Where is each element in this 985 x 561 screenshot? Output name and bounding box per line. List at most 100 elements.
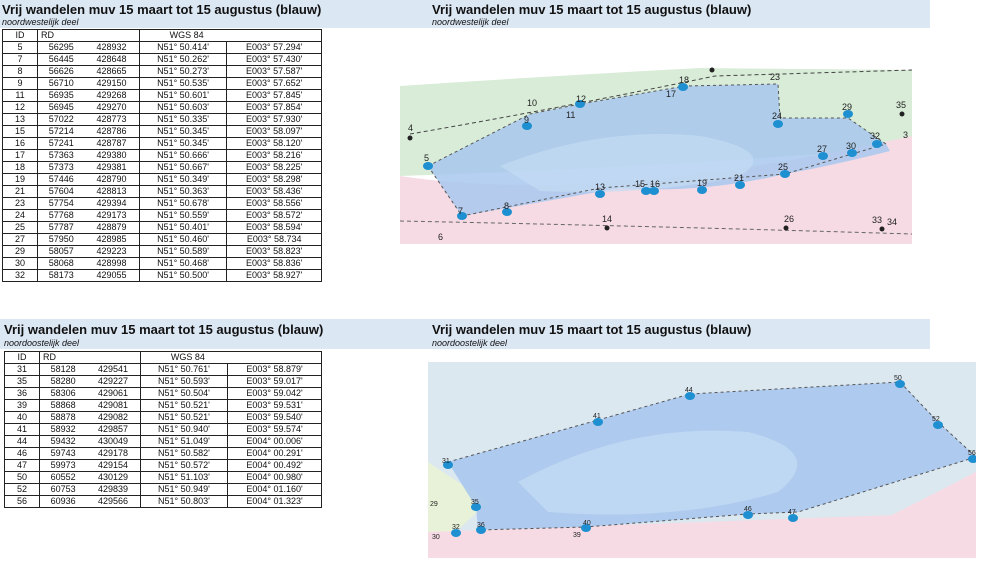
cell-rd-x: 57373 (36, 161, 85, 174)
cell-wgs-lon: E003° 59.017' (227, 375, 322, 388)
svg-text:4: 4 (408, 123, 413, 133)
cell-wgs-lat: N51° 51.049' (139, 435, 229, 448)
cell-id: 18 (2, 161, 38, 174)
cell-wgs-lon: E003° 57.854' (226, 101, 322, 114)
table-subtitle-northwest: noordwestelijk deel (2, 17, 79, 27)
cell-rd-x: 57022 (36, 113, 85, 126)
cell-wgs-lat: N51° 50.949' (139, 483, 229, 496)
cell-rd-y: 428665 (84, 65, 140, 78)
cell-wgs-lon: E003° 57.930' (226, 113, 322, 126)
svg-text:24: 24 (772, 111, 782, 121)
svg-text:3: 3 (903, 130, 908, 140)
cell-rd-y: 430049 (86, 435, 141, 448)
cell-wgs-lon: E003° 57.294' (226, 41, 322, 54)
cell-rd-x: 58280 (39, 375, 87, 388)
cell-rd-x: 58057 (36, 245, 85, 258)
cell-wgs-lon: E003° 59.531' (227, 399, 322, 412)
cell-rd-x: 56935 (36, 89, 85, 102)
cell-wgs-lon: E003° 58.225' (226, 161, 322, 174)
cell-rd-y: 429541 (86, 363, 141, 376)
svg-text:12: 12 (576, 94, 586, 104)
cell-rd-x: 58173 (36, 269, 85, 282)
cell-rd-y: 428932 (84, 41, 140, 54)
cell-id: 27 (2, 233, 38, 246)
svg-text:15: 15 (635, 179, 645, 189)
cell-id: 8 (2, 65, 38, 78)
table-row: 27 57950 428985 N51° 50.460' E003° 58.734 (2, 233, 322, 246)
cell-id: 30 (2, 257, 38, 270)
cell-rd-x: 57446 (36, 173, 85, 186)
cell-rd-x: 57214 (36, 125, 85, 138)
header-id: ID (4, 351, 40, 364)
cell-id: 32 (2, 269, 38, 282)
svg-text:25: 25 (778, 162, 788, 172)
svg-text:10: 10 (527, 98, 537, 108)
cell-wgs-lon: E003° 57.430' (226, 53, 322, 66)
svg-text:41: 41 (593, 413, 601, 420)
cell-wgs-lat: N51° 50.572' (139, 459, 229, 472)
map-subtitle-northwest: noordwestelijk deel (432, 17, 509, 27)
header-rd: RD (37, 29, 140, 42)
table-row: 41 58932 429857 N51° 50.940' E003° 59.574' (4, 423, 322, 436)
table-row: 17 57363 429380 N51° 50.666' E003° 58.216' (2, 149, 322, 162)
cell-rd-x: 56445 (36, 53, 85, 66)
cell-rd-y: 429173 (84, 209, 140, 222)
table-title-northeast: Vrij wandelen muv 15 maart tot 15 august… (4, 322, 324, 337)
table-row: 39 58868 429081 N51° 50.521' E003° 59.531' (4, 399, 322, 412)
cell-wgs-lat: N51° 50.582' (139, 447, 229, 460)
cell-wgs-lat: N51° 50.262' (138, 53, 228, 66)
cell-rd-x: 59743 (39, 447, 87, 460)
cell-wgs-lon: E003° 57.652' (226, 77, 322, 90)
cell-id: 50 (4, 471, 40, 484)
coordinates-table-northeast: ID RD WGS 84 31 58128 429541 N51° 50.761' E0… (4, 351, 323, 508)
table-row: 8 56626 428665 N51° 50.273' E003° 57.587' (2, 65, 322, 78)
cell-rd-x: 57604 (36, 185, 85, 198)
cell-rd-y: 430129 (86, 471, 141, 484)
header-band-top (0, 0, 930, 28)
cell-wgs-lat: N51° 50.666' (138, 149, 228, 162)
cell-id: 17 (2, 149, 38, 162)
cell-rd-y: 429380 (84, 149, 140, 162)
cell-wgs-lon: E003° 58.836' (226, 257, 322, 270)
table-row: 31 58128 429541 N51° 50.761' E003° 58.879' (4, 363, 322, 376)
cell-wgs-lat: N51° 51.103' (139, 471, 229, 484)
svg-text:9: 9 (524, 115, 529, 125)
cell-wgs-lat: N51° 50.667' (138, 161, 228, 174)
cell-rd-x: 57950 (36, 233, 85, 246)
cell-rd-x: 57241 (36, 137, 85, 150)
table-header: ID RD WGS 84 (4, 351, 323, 364)
cell-wgs-lat: N51° 50.273' (138, 65, 228, 78)
svg-text:14: 14 (602, 214, 612, 224)
cell-wgs-lat: N51° 50.500' (138, 269, 228, 282)
cell-id: 21 (2, 185, 38, 198)
cell-wgs-lon: E003° 58.120' (226, 137, 322, 150)
cell-wgs-lat: N51° 50.521' (139, 411, 229, 424)
cell-rd-y: 428985 (84, 233, 140, 246)
cell-wgs-lat: N51° 50.678' (138, 197, 228, 210)
cell-rd-y: 428790 (84, 173, 140, 186)
cell-id: 40 (4, 411, 40, 424)
header-rd: RD (39, 351, 141, 364)
svg-text:34: 34 (887, 217, 897, 227)
cell-wgs-lon: E003° 58.734 (226, 233, 322, 246)
header-wgs: WGS 84 (139, 351, 323, 364)
cell-rd-y: 428787 (84, 137, 140, 150)
cell-rd-y: 429227 (86, 375, 141, 388)
cell-id: 11 (2, 89, 38, 102)
header-id: ID (2, 29, 38, 42)
svg-text:39: 39 (573, 532, 581, 539)
cell-id: 41 (4, 423, 40, 436)
cell-rd-y: 429061 (86, 387, 141, 400)
cell-wgs-lat: N51° 50.363' (138, 185, 228, 198)
svg-text:27: 27 (817, 144, 827, 154)
cell-wgs-lon: E003° 59.540' (227, 411, 322, 424)
table-row: 18 57373 429381 N51° 50.667' E003° 58.225' (2, 161, 322, 174)
map-subtitle-northeast: noordoostelijk deel (432, 338, 508, 348)
cell-id: 52 (4, 483, 40, 496)
cell-rd-y: 429270 (84, 101, 140, 114)
cell-rd-x: 60753 (39, 483, 87, 496)
cell-id: 5 (2, 41, 38, 54)
svg-text:32: 32 (452, 524, 460, 531)
